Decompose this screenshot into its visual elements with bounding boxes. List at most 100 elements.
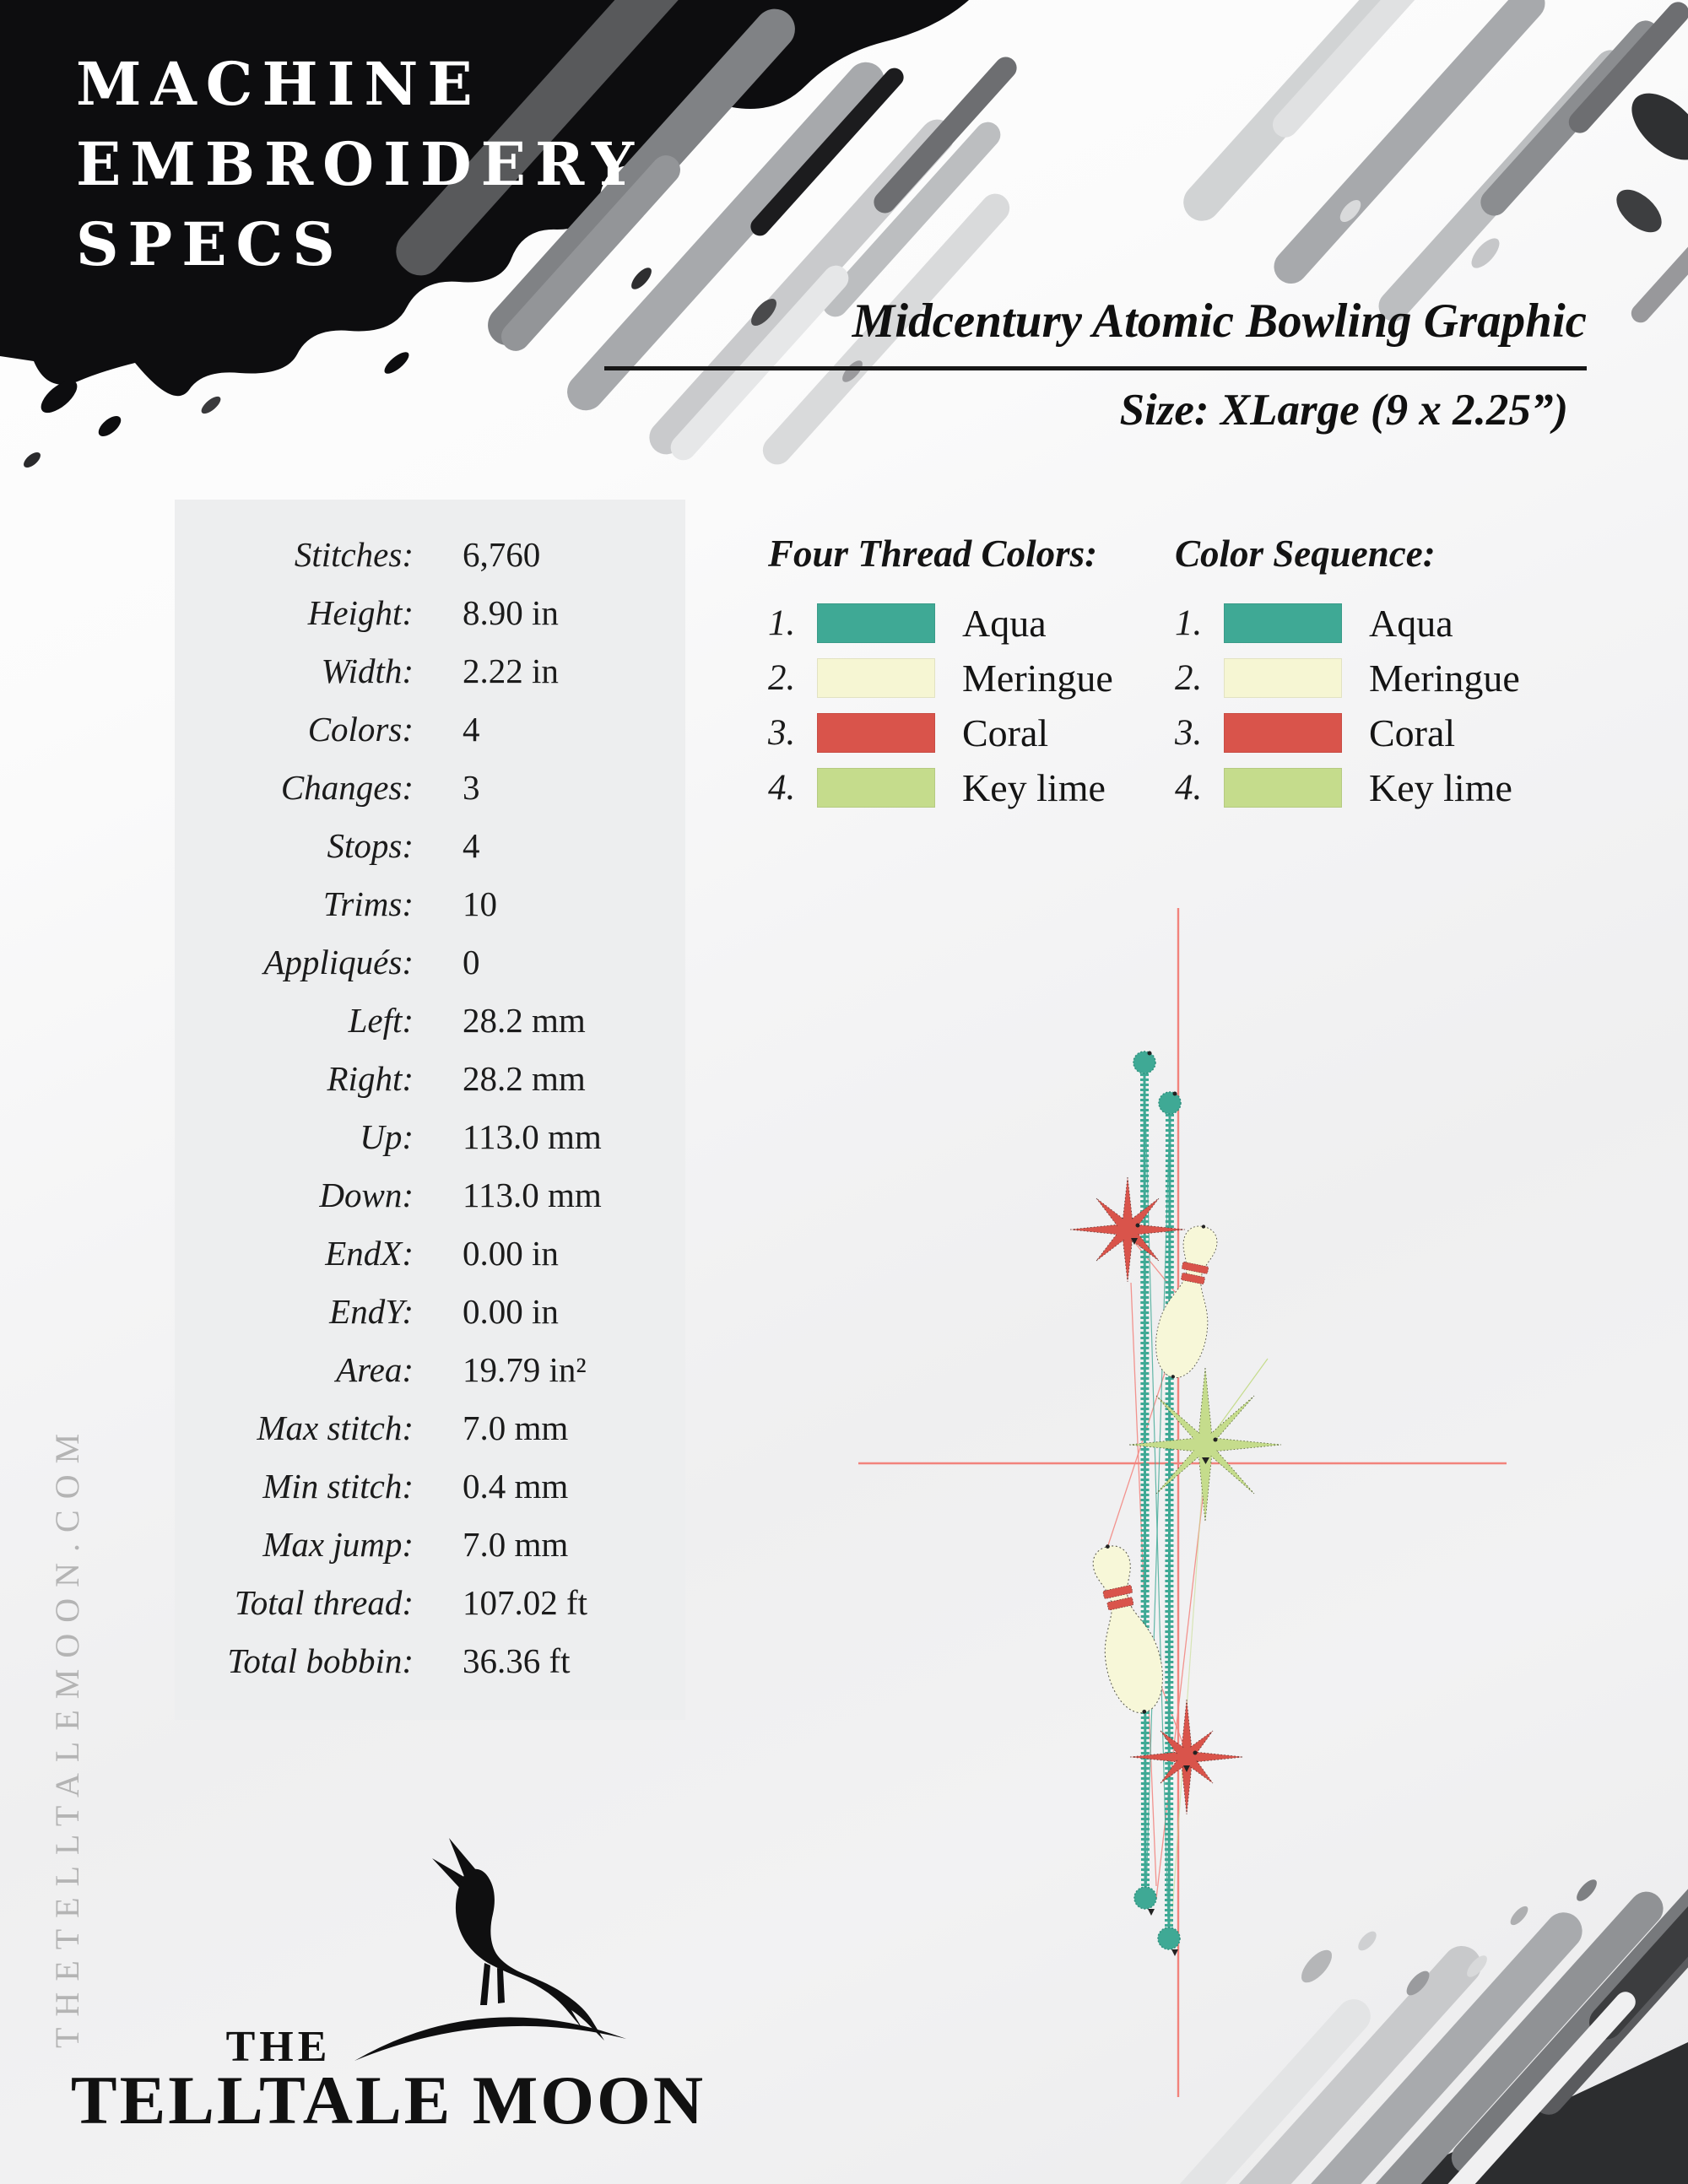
aqua-stitch-line-right [1157, 1091, 1182, 1956]
spec-row: Appliqués: 0 [175, 933, 685, 991]
spec-label: Max stitch: [257, 1408, 414, 1447]
spec-row: Total bobbin: 36.36 ft [175, 1631, 685, 1689]
spec-label: EndY: [329, 1291, 414, 1331]
website-url-vertical: THETELLTALEMOON.COM [48, 1422, 86, 2048]
footer-brush-texture [1077, 1857, 1688, 2184]
spec-row: Down: 113.0 mm [175, 1165, 685, 1224]
spec-value: 7.0 mm [463, 1524, 569, 1564]
spec-value: 36.36 ft [463, 1641, 571, 1680]
color-name: Meringue [962, 657, 1113, 700]
spec-label: EndX: [325, 1233, 414, 1273]
thread-color-item: 2. Meringue [768, 651, 1165, 705]
spec-value: 8.90 in [463, 592, 559, 632]
thread-color-item: 3. Coral [768, 705, 1165, 760]
spec-label: Stitches: [294, 534, 414, 574]
color-sequence-heading: Color Sequence: [1175, 532, 1436, 575]
title-divider [604, 366, 1587, 370]
spec-row: Changes: 3 [175, 758, 685, 816]
sequence-color-item: 3. Coral [1175, 705, 1572, 760]
color-name: Aqua [962, 602, 1047, 645]
coral-starburst-upper [1069, 1176, 1186, 1283]
thread-color-item: 1. Aqua [768, 596, 1165, 651]
crescent-moon-icon [354, 2017, 626, 2061]
spec-value: 113.0 mm [463, 1116, 602, 1156]
brand-line-3: SPECS [76, 209, 344, 279]
logo-graphic [354, 1838, 626, 2061]
color-swatch [1224, 713, 1342, 753]
spec-label: Max jump: [262, 1524, 414, 1564]
crow-icon [432, 1838, 604, 2041]
sequence-color-item: 1. Aqua [1175, 596, 1572, 651]
color-swatch [817, 603, 935, 643]
item-number: 4. [768, 768, 796, 808]
spec-row: Stitches: 6,760 [175, 525, 685, 583]
design-title: Midcentury Atomic Bowling Graphic [852, 295, 1587, 348]
header-brush-texture [0, 0, 1688, 468]
item-number: 3. [768, 713, 796, 753]
item-number: 1. [1175, 603, 1203, 643]
spec-label: Total thread: [234, 1582, 414, 1622]
spec-value: 113.0 mm [463, 1175, 602, 1214]
spec-value: 0.00 in [463, 1291, 559, 1331]
spec-value: 28.2 mm [463, 1058, 586, 1098]
spec-row: Stops: 4 [175, 816, 685, 874]
color-name: Aqua [1369, 602, 1453, 645]
spec-label: Stops: [327, 825, 414, 865]
bowling-pin-upper [1148, 1219, 1229, 1384]
size-label: Size: XLarge (9 x 2.25”) [1119, 386, 1568, 435]
spec-row: Area: 19.79 in² [175, 1340, 685, 1398]
spec-value: 0.00 in [463, 1233, 559, 1273]
spec-row: Total thread: 107.02 ft [175, 1573, 685, 1631]
spec-value: 2.22 in [463, 651, 559, 690]
color-swatch [817, 658, 935, 698]
color-swatch [1224, 768, 1342, 808]
spec-value: 28.2 mm [463, 1000, 586, 1040]
spec-label: Right: [327, 1058, 414, 1098]
spec-label: Down: [319, 1175, 414, 1214]
brand-line-1: MACHINE [76, 49, 482, 119]
specs-panel: Stitches: 6,760 Height: 8.90 in Width: 2.22… [175, 500, 685, 1720]
embroidery-design-preview [858, 908, 1507, 2097]
item-number: 4. [1175, 768, 1203, 808]
spec-row: EndY: 0.00 in [175, 1282, 685, 1340]
spec-value: 7.0 mm [463, 1408, 569, 1447]
spec-label: Left: [348, 1000, 414, 1040]
spec-label: Area: [336, 1349, 414, 1389]
thread-color-item: 4. Key lime [768, 760, 1165, 815]
color-name: Key lime [962, 766, 1106, 809]
spec-value: 4 [463, 825, 480, 865]
spec-label: Changes: [280, 767, 414, 807]
spec-value: 6,760 [463, 534, 541, 574]
spec-row: Right: 28.2 mm [175, 1049, 685, 1107]
logo-word-the: THE [225, 2023, 332, 2071]
color-name: Meringue [1369, 657, 1520, 700]
coral-starburst-lower [1129, 1699, 1244, 1815]
spec-row: Max jump: 7.0 mm [175, 1515, 685, 1573]
spec-row: Max stitch: 7.0 mm [175, 1398, 685, 1457]
color-swatch [817, 713, 935, 753]
spec-label: Appliqués: [263, 942, 414, 981]
color-swatch [817, 768, 935, 808]
spec-value: 10 [463, 884, 497, 923]
spec-label: Total bobbin: [227, 1641, 414, 1680]
spec-row: EndX: 0.00 in [175, 1224, 685, 1282]
keylime-starburst [1128, 1367, 1282, 1522]
spec-row: Width: 2.22 in [175, 641, 685, 700]
spec-value: 3 [463, 767, 480, 807]
spec-label: Width: [321, 651, 414, 690]
spec-label: Trims: [322, 884, 414, 923]
spec-row: Colors: 4 [175, 700, 685, 758]
spec-row: Min stitch: 0.4 mm [175, 1457, 685, 1515]
spec-value: 0.4 mm [463, 1466, 569, 1506]
spec-label: Min stitch: [262, 1466, 414, 1506]
spec-label: Up: [360, 1116, 414, 1156]
spec-row: Height: 8.90 in [175, 583, 685, 641]
spec-row: Left: 28.2 mm [175, 991, 685, 1049]
thread-colors-heading: Four Thread Colors: [768, 532, 1098, 575]
item-number: 2. [768, 658, 796, 698]
spec-row: Trims: 10 [175, 874, 685, 933]
spec-value: 0 [463, 942, 480, 981]
spec-value: 19.79 in² [463, 1349, 587, 1389]
brand-line-2: EMBROIDERY [76, 129, 643, 199]
